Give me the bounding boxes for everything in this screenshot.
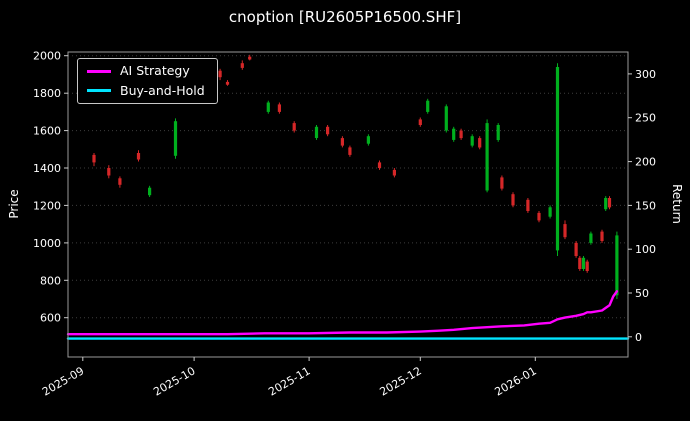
candle-body: [107, 168, 111, 176]
return-tick-label: 250: [635, 112, 656, 125]
candle-body: [266, 102, 270, 112]
candle-body: [92, 154, 96, 163]
candle-body: [537, 212, 541, 221]
candle-body: [340, 138, 344, 146]
price-tick-label: 1000: [33, 237, 61, 250]
legend-line-swatch: [87, 89, 111, 93]
price-tick-label: 600: [40, 312, 61, 325]
price-tick-label: 1400: [33, 162, 61, 175]
date-tick-label: 2025-09: [40, 364, 86, 398]
series-line-ai-strategy: [66, 290, 619, 336]
plot-border: [67, 51, 629, 358]
candle-body: [578, 257, 582, 269]
date-tick-label: 2025-12: [377, 364, 423, 398]
candle-body: [574, 242, 578, 256]
candle-body: [500, 177, 504, 189]
return-tick-label: 0: [635, 331, 642, 344]
candle-body: [392, 169, 396, 176]
candle-body: [136, 153, 141, 160]
candle-body: [615, 235, 619, 296]
return-tick-label: 150: [635, 199, 656, 212]
candle-body: [511, 194, 515, 206]
candle-body: [418, 119, 422, 125]
legend: AI Strategy Buy-and-Hold: [77, 58, 218, 104]
date-tick-label: 2025-10: [151, 364, 197, 398]
candle-body: [377, 162, 382, 168]
legend-item-buy-and-hold: Buy-and-Hold: [87, 82, 205, 98]
candle-body: [452, 128, 456, 140]
candle-body: [548, 207, 552, 217]
legend-line-swatch: [87, 69, 111, 73]
candle-body: [240, 63, 244, 68]
price-tick-label: 2000: [33, 50, 61, 63]
legend-label: Buy-and-Hold: [120, 82, 205, 98]
date-tick-label: 2026-01: [492, 364, 538, 398]
candle-body: [314, 126, 319, 138]
candle-body: [604, 198, 608, 210]
x-axis-ticks: 2025-09 2025-10 2025-11 2025-12 2026-01: [40, 357, 539, 399]
candle-body: [585, 261, 589, 271]
date-tick-label: 2025-11: [266, 364, 312, 398]
legend-item-ai-strategy: AI Strategy: [87, 63, 205, 78]
candle-body: [555, 67, 560, 251]
candle-body: [277, 104, 281, 112]
candle-body: [173, 121, 178, 156]
return-tick-label: 300: [635, 68, 656, 81]
candle-body: [326, 126, 330, 135]
y-axis-price-ticks: 600 800 1000 1200 1400 1600 1800 2000: [33, 50, 68, 325]
candle-body: [470, 136, 474, 146]
candle-body: [348, 147, 352, 155]
candle-body: [600, 231, 604, 241]
y-axis-return-ticks: 0 50 100 150 200 250 300: [628, 68, 656, 344]
return-tick-label: 200: [635, 156, 656, 169]
price-tick-label: 1200: [33, 199, 61, 212]
candle-body: [148, 187, 152, 196]
candle-body: [526, 199, 530, 211]
gridlines: [68, 55, 628, 319]
candle-body: [563, 224, 567, 238]
candle-body: [459, 130, 463, 139]
chart-title: cnoption [RU2605P16500.SHF]: [228, 8, 462, 26]
price-tick-label: 1600: [33, 125, 61, 138]
candle-body: [496, 125, 500, 140]
candle-body: [607, 198, 612, 208]
candle-body: [581, 257, 586, 269]
price-tick-label: 800: [40, 274, 61, 287]
candle-body: [248, 56, 252, 60]
candle-body: [292, 123, 296, 131]
candle-body: [589, 233, 593, 243]
candle-body: [426, 100, 430, 112]
return-tick-label: 100: [635, 243, 656, 256]
candle-body: [225, 81, 230, 85]
candle-body: [118, 178, 122, 185]
candle-body: [218, 70, 222, 78]
legend-label: AI Strategy: [120, 63, 190, 78]
candle-body: [485, 123, 489, 191]
price-tick-label: 1800: [33, 87, 61, 100]
candle-body: [444, 106, 448, 131]
return-tick-label: 50: [635, 287, 649, 300]
candle-body: [478, 138, 482, 148]
candle-body: [366, 136, 370, 144]
